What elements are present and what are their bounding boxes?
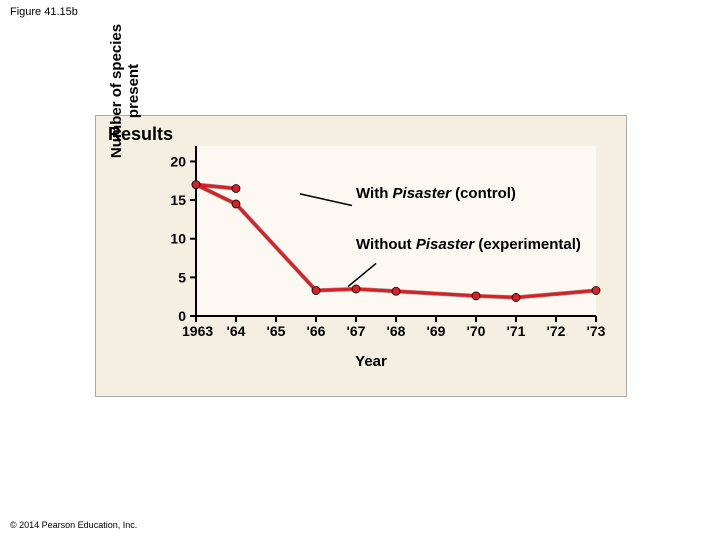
svg-text:'71: '71 (507, 323, 526, 339)
svg-text:'65: '65 (267, 323, 286, 339)
svg-text:0: 0 (178, 308, 186, 324)
svg-text:10: 10 (170, 231, 186, 247)
species-chart: 0 5 10 15 20 1963 '64 '65 '66 '67 '68 '69 '70 '71 '72 '… (136, 146, 606, 351)
svg-text:'67: '67 (347, 323, 366, 339)
results-panel: Results Number of species present 051015… (95, 115, 627, 397)
svg-text:5: 5 (178, 269, 186, 285)
svg-text:'70: '70 (467, 323, 486, 339)
x-axis-label: Year (136, 353, 606, 370)
chart-container: Number of species present 051015201963'6… (136, 146, 606, 386)
svg-text:With Pisaster (control): With Pisaster (control) (356, 185, 516, 202)
svg-text:1963: 1963 (182, 323, 213, 339)
svg-text:'68: '68 (387, 323, 406, 339)
figure-label: Figure 41.15b (10, 6, 78, 18)
svg-text:'64: '64 (227, 323, 246, 339)
svg-text:'69: '69 (427, 323, 446, 339)
svg-text:'73: '73 (587, 323, 606, 339)
svg-text:15: 15 (170, 192, 186, 208)
y-axis-label: Number of species present (108, 11, 142, 171)
svg-text:'66: '66 (307, 323, 326, 339)
svg-text:'72: '72 (547, 323, 566, 339)
svg-text:Without Pisaster (experimental: Without Pisaster (experimental) (356, 236, 581, 253)
copyright-text: © 2014 Pearson Education, Inc. (10, 520, 137, 530)
svg-text:20: 20 (170, 153, 186, 169)
